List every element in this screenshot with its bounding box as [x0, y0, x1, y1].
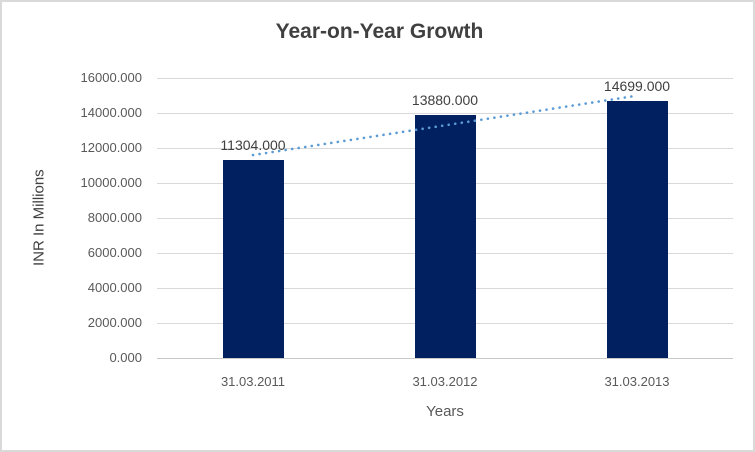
bar-value-label: 13880.000	[411, 92, 479, 109]
y-axis-tick-label: 2000.000	[87, 315, 142, 330]
y-axis-tick-label: 12000.000	[80, 140, 142, 155]
gridline	[157, 78, 733, 79]
x-axis-tick-label: 31.03.2012	[412, 374, 478, 389]
x-axis-tick-label: 31.03.2013	[604, 374, 670, 389]
x-axis-title: Years	[426, 403, 464, 420]
bar-value-label: 14699.000	[603, 77, 671, 94]
y-axis-tick-label: 6000.000	[87, 245, 142, 260]
y-axis-tick-label: 14000.000	[80, 105, 142, 120]
y-axis-tick-label: 8000.000	[87, 210, 142, 225]
chart-title: Year-on-Year Growth	[275, 20, 484, 43]
y-axis-tick-label: 0.000	[109, 350, 142, 365]
x-axis-tick-label: 31.03.2011	[220, 374, 286, 389]
bar	[222, 160, 284, 358]
bar	[414, 115, 476, 358]
plot-area	[157, 78, 733, 359]
y-axis-tick-label: 16000.000	[80, 70, 142, 85]
bar	[606, 100, 668, 358]
bar-value-label: 11304.000	[220, 137, 286, 154]
gridline	[157, 358, 733, 359]
y-axis-tick-label: 10000.000	[80, 175, 142, 190]
y-axis-tick-label: 4000.000	[87, 280, 142, 295]
